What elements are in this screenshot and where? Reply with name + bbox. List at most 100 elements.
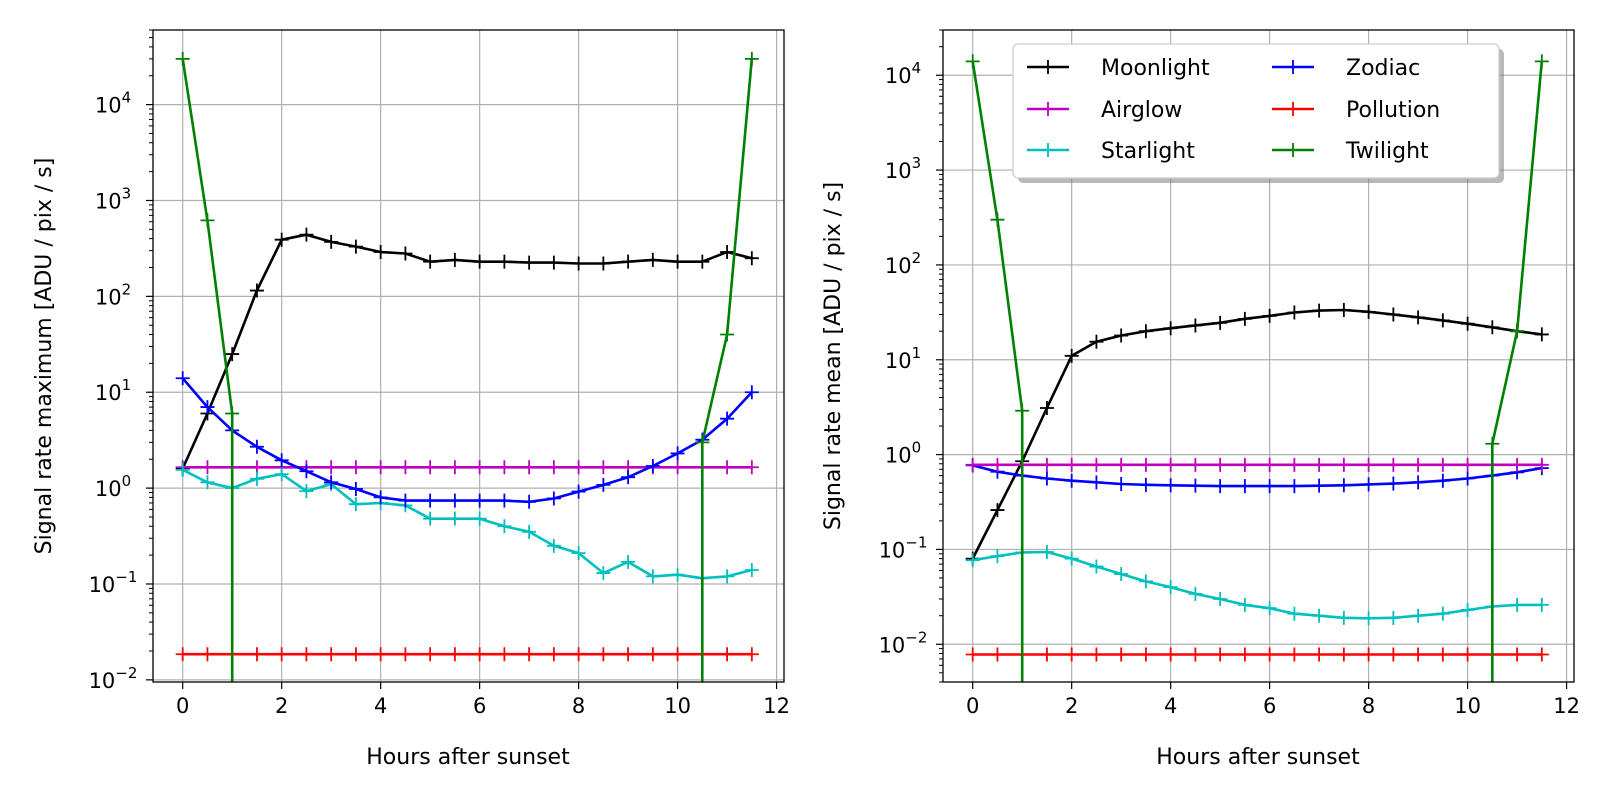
series-line-moonlight <box>181 233 753 470</box>
data-point-moonlight <box>398 246 413 261</box>
data-point-zodiac <box>1435 473 1450 488</box>
data-point-zodiac <box>1188 478 1203 493</box>
data-point-twilight <box>1015 403 1030 418</box>
x-tick-label: 0 <box>966 694 979 718</box>
data-point-moonlight <box>744 251 759 266</box>
data-point-moonlight <box>472 254 487 269</box>
x-tick-label: 12 <box>763 694 790 718</box>
x-tick-label: 8 <box>1362 694 1375 718</box>
data-point-moonlight <box>1039 400 1054 415</box>
series-moonlight <box>175 227 759 476</box>
data-point-starlight <box>447 511 462 526</box>
data-point-pollution <box>1460 647 1475 662</box>
data-point-airglow <box>398 460 413 475</box>
data-point-zodiac <box>1213 479 1228 494</box>
data-point-airglow <box>571 460 586 475</box>
data-point-pollution <box>348 647 363 662</box>
y-axis-label: Signal rate maximum [ADU / pix / s] <box>32 158 57 555</box>
legend-marker <box>1041 143 1055 157</box>
legend-entry-moonlight: Moonlight <box>1027 56 1210 81</box>
data-point-starlight <box>1312 608 1327 623</box>
data-point-pollution <box>645 647 660 662</box>
data-point-moonlight <box>348 239 363 254</box>
data-point-moonlight <box>1534 327 1549 342</box>
y-tick-label: 102 <box>95 280 131 309</box>
data-point-starlight <box>497 519 512 534</box>
series-line-starlight <box>972 550 1542 620</box>
data-point-moonlight <box>522 255 537 270</box>
y-tick-label: 104 <box>885 59 921 88</box>
legend-label: Moonlight <box>1101 56 1210 81</box>
data-point-starlight <box>1114 567 1129 582</box>
data-point-pollution <box>1386 647 1401 662</box>
x-tick-label: 0 <box>176 694 189 718</box>
data-point-starlight <box>1064 551 1079 566</box>
data-point-zodiac <box>1089 475 1104 490</box>
x-tick-label: 8 <box>572 694 585 718</box>
data-point-zodiac <box>1312 478 1327 493</box>
data-point-airglow <box>373 460 388 475</box>
x-axis-label: Hours after sunset <box>1156 745 1360 770</box>
x-tick-label: 4 <box>374 694 387 718</box>
legend-entry-airglow: Airglow <box>1027 98 1182 123</box>
data-point-pollution <box>373 647 388 662</box>
data-point-moonlight <box>1213 315 1228 330</box>
series-twilight <box>965 54 1549 682</box>
grid <box>153 30 784 682</box>
data-point-pollution <box>1411 647 1426 662</box>
x-tick-label: 4 <box>1164 694 1177 718</box>
data-point-moonlight <box>497 254 512 269</box>
legend-entry-starlight: Starlight <box>1027 139 1195 164</box>
data-point-starlight <box>200 475 215 490</box>
data-point-twilight <box>1510 324 1525 339</box>
data-point-starlight <box>1411 608 1426 623</box>
data-point-starlight <box>965 553 980 568</box>
data-point-pollution <box>423 647 438 662</box>
series-airglow <box>965 457 1549 472</box>
data-point-airglow <box>1336 457 1351 472</box>
data-point-airglow <box>472 460 487 475</box>
data-point-pollution <box>1534 647 1549 662</box>
data-point-airglow <box>720 460 735 475</box>
data-point-moonlight <box>990 503 1005 518</box>
data-point-airglow <box>1312 457 1327 472</box>
data-point-starlight <box>571 546 586 561</box>
data-point-zodiac <box>472 493 487 508</box>
data-point-moonlight <box>1361 304 1376 319</box>
data-point-starlight <box>546 538 561 553</box>
data-point-starlight <box>621 554 636 569</box>
data-point-starlight <box>670 567 685 582</box>
data-point-airglow <box>1386 457 1401 472</box>
axis-ticks: 0 2 4 6 8 10 12 10−2 10−1 100 101 102 103 104 <box>879 29 1580 718</box>
y-axis-label: Signal rate mean [ADU / pix / s] <box>821 182 846 530</box>
data-point-moonlight <box>1114 328 1129 343</box>
data-point-starlight <box>645 569 660 584</box>
data-point-moonlight <box>447 252 462 267</box>
data-point-zodiac <box>1386 476 1401 491</box>
data-point-pollution <box>175 647 190 662</box>
data-point-airglow <box>1188 457 1203 472</box>
data-point-zodiac <box>744 385 759 400</box>
data-point-twilight <box>225 406 240 421</box>
data-point-moonlight <box>1312 303 1327 318</box>
data-point-airglow <box>546 460 561 475</box>
legend-marker <box>1286 60 1300 74</box>
data-point-zodiac <box>1287 479 1302 494</box>
data-point-zodiac <box>1237 479 1252 494</box>
data-point-twilight <box>965 54 980 69</box>
legend-label: Airglow <box>1101 98 1182 123</box>
plot-frame <box>152 29 785 683</box>
data-point-pollution <box>990 647 1005 662</box>
data-point-starlight <box>1361 611 1376 626</box>
data-point-airglow <box>1510 457 1525 472</box>
data-point-airglow <box>1089 457 1104 472</box>
data-point-zodiac <box>274 453 289 468</box>
data-point-pollution <box>744 647 759 662</box>
data-point-zodiac <box>596 477 611 492</box>
data-point-pollution <box>1312 647 1327 662</box>
legend: Moonlight Zodiac Airglow Pollution Starlight… <box>1012 43 1504 183</box>
series-zodiac <box>175 371 759 509</box>
data-point-pollution <box>1262 647 1277 662</box>
data-point-starlight <box>1287 606 1302 621</box>
data-point-pollution <box>1114 647 1129 662</box>
